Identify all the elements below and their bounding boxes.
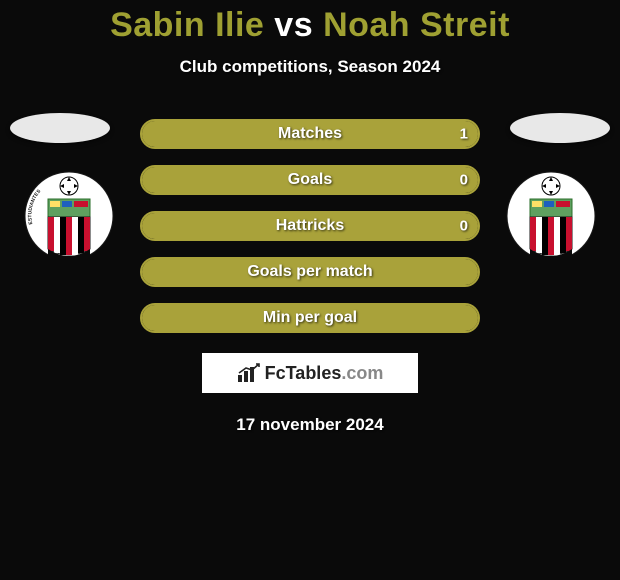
comparison-title: Sabin Ilie vs Noah Streit xyxy=(0,0,620,45)
date-label: 17 november 2024 xyxy=(0,415,620,435)
player1-avatar-placeholder xyxy=(10,113,110,143)
brand-chart-icon xyxy=(237,363,261,383)
stat-value-right: 0 xyxy=(460,172,468,189)
stat-label: Min per goal xyxy=(263,309,357,327)
stat-row: Min per goal xyxy=(140,303,480,333)
brand-text: FcTables.com xyxy=(265,363,384,384)
player1-name: Sabin Ilie xyxy=(110,6,264,44)
subtitle: Club competitions, Season 2024 xyxy=(0,57,620,77)
stat-rows-container: Matches 1 Goals 0 Hattricks 0 Goals per match M… xyxy=(140,119,480,333)
brand-box: FcTables.com xyxy=(202,353,418,393)
stat-row: Matches 1 xyxy=(140,119,480,149)
player2-name: Noah Streit xyxy=(323,6,510,44)
stat-label: Goals xyxy=(288,171,332,189)
player2-club-badge xyxy=(506,171,596,261)
player1-club-badge: ESTUDIANTES xyxy=(24,171,114,261)
brand-suffix: .com xyxy=(341,363,383,383)
content-area: ESTUDIANTES Matches1Goals0Hattricks0Goa xyxy=(0,119,620,435)
stat-row: Hattricks 0 xyxy=(140,211,480,241)
player2-avatar-placeholder xyxy=(510,113,610,143)
stat-row: Goals per match xyxy=(140,257,480,287)
brand-main: FcTables xyxy=(265,363,342,383)
stat-label: Goals per match xyxy=(247,263,372,281)
stat-row: Goals 0 xyxy=(140,165,480,195)
stat-value-right: 0 xyxy=(460,218,468,235)
vs-separator: vs xyxy=(274,6,313,44)
stat-label: Matches xyxy=(278,125,342,143)
stat-label: Hattricks xyxy=(276,217,344,235)
stat-value-right: 1 xyxy=(460,126,468,143)
